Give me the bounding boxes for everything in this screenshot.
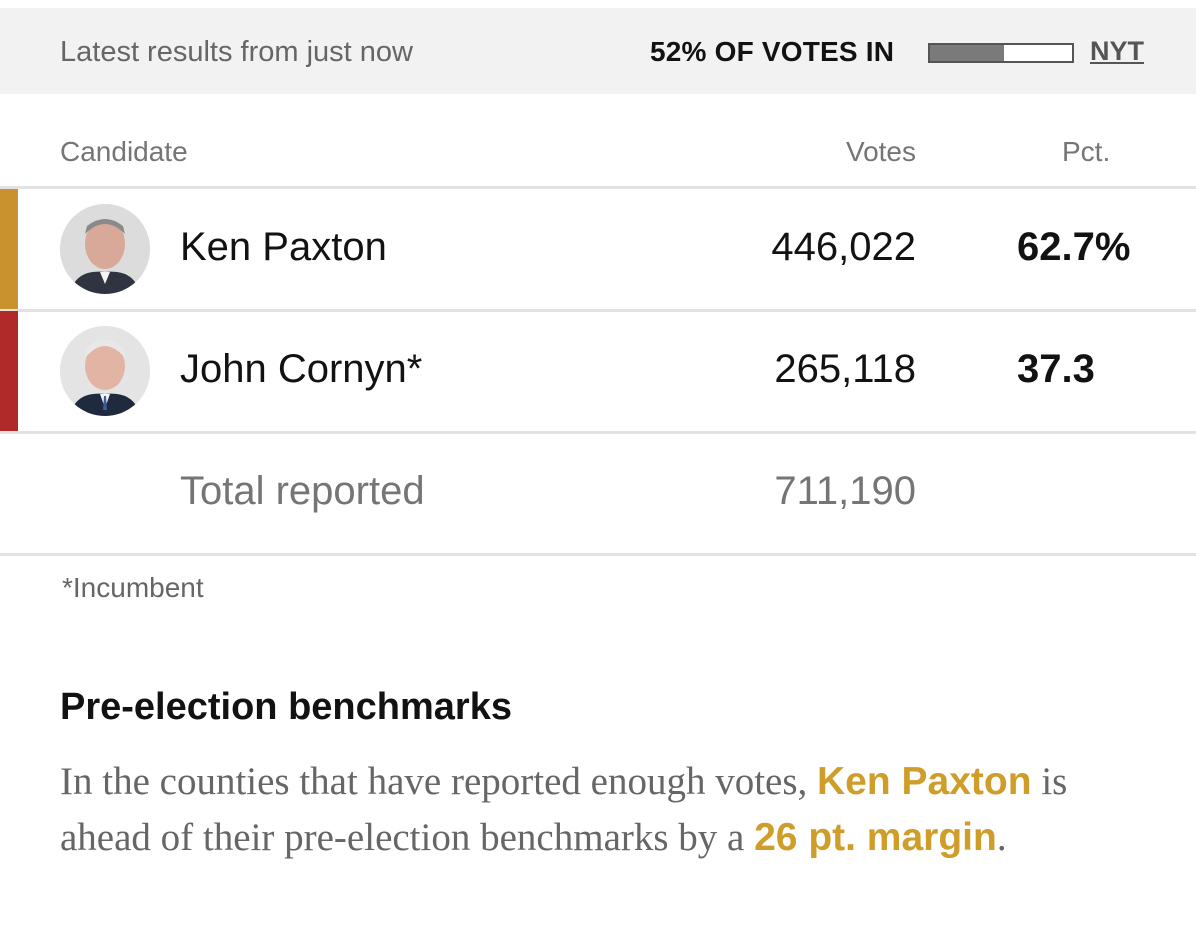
candidate-row: Ken Paxton 446,022 62.7%	[0, 189, 1196, 312]
header-divider	[0, 186, 1196, 189]
benchmarks-heading: Pre-election benchmarks	[60, 686, 512, 728]
candidate-name: John Cornyn*	[180, 347, 423, 391]
ken-paxton-photo	[60, 204, 150, 294]
total-label: Total reported	[180, 469, 425, 513]
john-cornyn-photo	[60, 326, 150, 416]
benchmarks-text-part: is ahead of their pre-election benchmark…	[60, 760, 1068, 859]
column-header-pct: Pct.	[1062, 136, 1111, 167]
candidate-avatar	[60, 204, 150, 294]
source-link[interactable]: NYT	[1090, 36, 1144, 66]
party-color-bar	[0, 189, 18, 309]
total-row: Total reported 711,190	[0, 433, 1196, 556]
candidate-avatar	[60, 326, 150, 416]
benchmarks-margin-highlight: 26 pt. margin	[754, 816, 997, 859]
candidate-pct: 37.3	[1017, 347, 1095, 391]
candidate-votes: 446,022	[771, 225, 916, 269]
candidate-row: John Cornyn* 265,118 37.3	[0, 311, 1196, 434]
benchmarks-text-part: In the counties that have reported enoug…	[60, 760, 818, 803]
candidate-name: Ken Paxton	[180, 225, 387, 269]
total-votes: 711,190	[774, 469, 916, 513]
votes-in-progress-fill	[930, 45, 1004, 61]
benchmarks-summary: In the counties that have reported enoug…	[60, 754, 1160, 866]
votes-in-progress-bar	[928, 43, 1074, 63]
benchmarks-candidate-highlight: Ken Paxton	[817, 760, 1032, 803]
candidate-pct: 62.7%	[1017, 225, 1131, 269]
results-status-bar: Latest results from just now 52% OF VOTE…	[0, 8, 1196, 94]
candidate-votes: 265,118	[774, 347, 916, 391]
benchmarks-text-part: .	[996, 816, 1007, 859]
votes-in-label: 52% OF VOTES IN	[650, 36, 895, 67]
incumbent-footnote: *Incumbent	[62, 572, 204, 603]
column-header-votes: Votes	[845, 136, 916, 167]
latest-results-text: Latest results from just now	[60, 36, 413, 68]
party-color-bar	[0, 311, 18, 431]
column-header-candidate: Candidate	[60, 136, 188, 167]
